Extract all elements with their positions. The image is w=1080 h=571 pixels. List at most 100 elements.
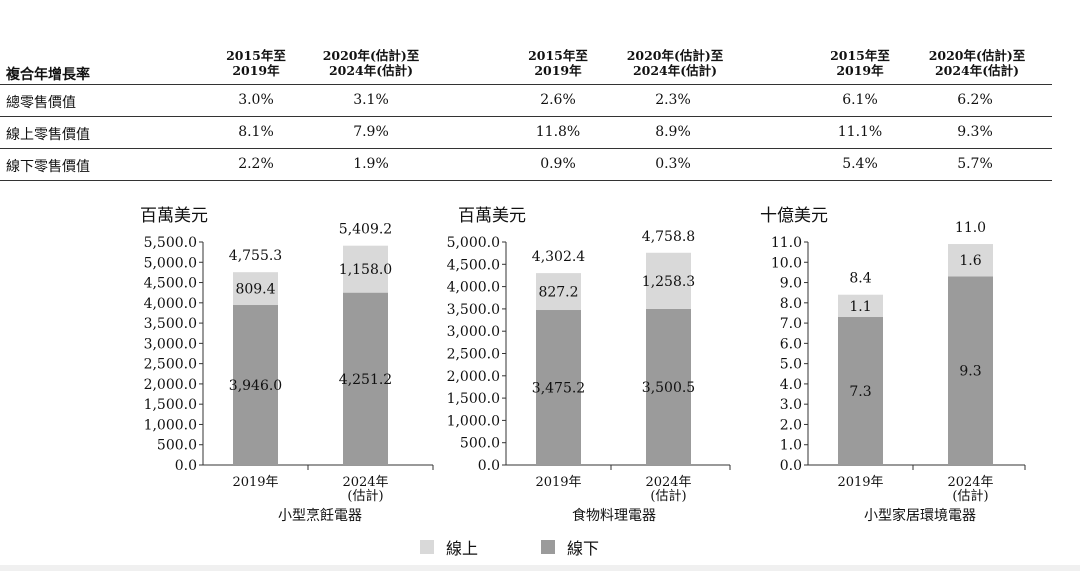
data-label-offline: 9.3 <box>959 364 981 380</box>
bar-online <box>948 244 993 277</box>
y-tick-label: 2,500.0 <box>144 357 197 373</box>
data-label-offline: 4,251.2 <box>339 372 392 388</box>
x-tick-label: (估計) <box>952 488 988 504</box>
bar-offline <box>948 276 993 465</box>
y-tick-label: 500.0 <box>460 436 500 452</box>
data-label-total: 8.4 <box>849 271 871 287</box>
y-tick-label: 6.0 <box>780 336 802 352</box>
data-label-total: 4,758.8 <box>642 229 695 245</box>
y-tick-label: 1.0 <box>780 438 802 454</box>
table-cell: 2.2% <box>238 156 274 172</box>
table-cell: 2.6% <box>540 92 576 108</box>
bar-online <box>343 245 388 293</box>
bar-offline <box>838 317 883 465</box>
y-tick-label: 5.0 <box>780 357 802 373</box>
table-cell: 6.1% <box>842 92 878 108</box>
y-tick-label: 8.0 <box>780 296 802 312</box>
header-period-2-group-2: 2020年(估計)至 2024年(估計) <box>626 48 724 78</box>
bar-offline <box>646 308 691 465</box>
data-label-total: 5,409.2 <box>339 222 392 238</box>
y-tick-label: 4,000.0 <box>144 296 197 312</box>
table-cell: 0.3% <box>655 156 691 172</box>
y-tick-label: 500.0 <box>157 438 197 454</box>
data-label-online: 1.1 <box>849 299 871 315</box>
data-label-offline: 7.3 <box>849 384 871 400</box>
y-tick-label: 3.0 <box>780 397 802 413</box>
legend-online-swatch <box>420 540 434 554</box>
bar-online <box>646 252 691 309</box>
chart-title: 小型家居環境電器 <box>864 507 976 524</box>
y-tick-label: 4,500.0 <box>447 257 500 273</box>
bar-online <box>233 272 278 306</box>
header-period-2-group-3: 2020年(估計)至 2024年(估計) <box>928 48 1026 78</box>
y-tick-label: 2.0 <box>780 417 802 433</box>
y-tick-label: 1,500.0 <box>447 391 500 407</box>
bar-online <box>838 294 883 318</box>
legend-offline-swatch <box>541 540 555 554</box>
y-tick-label: 3,000.0 <box>447 324 500 340</box>
data-label-offline: 3,946.0 <box>229 378 282 394</box>
data-label-total: 4,302.4 <box>532 249 586 265</box>
data-label-online: 1,258.3 <box>642 274 695 290</box>
table-cell: 8.1% <box>238 124 274 140</box>
y-tick-label: 1,000.0 <box>447 413 500 429</box>
table-cell: 5.7% <box>957 156 993 172</box>
y-tick-label: 3,500.0 <box>447 302 500 318</box>
y-tick-label: 3,500.0 <box>144 316 197 332</box>
table-rule <box>0 148 1052 149</box>
y-tick-label: 2,500.0 <box>447 347 500 363</box>
y-tick-label: 5,500.0 <box>144 235 197 251</box>
y-tick-label: 11.0 <box>771 235 802 251</box>
data-label-total: 4,755.3 <box>229 248 282 264</box>
x-tick-label: 2024年 <box>947 475 993 490</box>
chart-title: 小型烹飪電器 <box>278 507 362 524</box>
y-tick-label: 2,000.0 <box>447 369 500 385</box>
table-cell: 11.1% <box>837 124 883 140</box>
y-tick-label: 0.0 <box>780 458 802 474</box>
y-tick-label: 4.0 <box>780 377 802 393</box>
data-label-online: 1,158.0 <box>339 262 392 278</box>
header-period-1-group-1: 2015年至 2019年 <box>226 48 286 78</box>
table-cell: 7.9% <box>353 124 389 140</box>
table-cell: 9.3% <box>957 124 993 140</box>
table-rule <box>0 180 1052 181</box>
data-label-online: 809.4 <box>235 282 275 298</box>
legend-online-label: 線上 <box>446 539 479 558</box>
bar-offline <box>233 305 278 465</box>
header-period-2-group-1: 2020年(估計)至 2024年(估計) <box>322 48 420 78</box>
y-tick-label: 4,000.0 <box>447 280 500 296</box>
y-tick-label: 0.0 <box>478 458 500 474</box>
legend-offline: 線下 <box>541 535 599 559</box>
charts-area: 百萬美元 5,500.0 5,000.0 4,500.0 4,000.0 3,500.0 3… <box>140 206 1026 524</box>
x-tick-label: (估計) <box>347 488 383 504</box>
table-cell: 11.8% <box>535 124 581 140</box>
row-label-offline: 線下零售價值 <box>6 159 90 175</box>
data-label-online: 1.6 <box>959 253 981 269</box>
chart-unit-label: 百萬美元 <box>458 206 526 226</box>
data-label-offline: 3,500.5 <box>642 380 695 396</box>
table-title: 複合年增長率 <box>6 67 90 83</box>
y-tick-label: 0.0 <box>175 458 197 474</box>
y-tick-label: 4,500.0 <box>144 276 197 292</box>
y-tick-label: 3,000.0 <box>144 336 197 352</box>
legend-online: 線上 <box>420 535 478 559</box>
bar-offline <box>536 310 581 465</box>
x-tick-label: 2019年 <box>232 475 278 490</box>
y-tick-label: 10.0 <box>771 255 802 271</box>
y-tick-label: 1,500.0 <box>144 397 197 413</box>
y-tick-label: 9.0 <box>780 276 802 292</box>
data-label-total: 11.0 <box>955 220 986 236</box>
header-period-1-group-2: 2015年至 2019年 <box>528 48 588 78</box>
chart-title: 食物料理電器 <box>572 507 656 524</box>
data-label-online: 827.2 <box>538 285 578 301</box>
x-tick-label: 2024年 <box>342 475 388 490</box>
table-cell: 3.0% <box>238 92 274 108</box>
row-label-online: 線上零售價值 <box>6 127 90 143</box>
row-label-total: 總零售價值 <box>6 95 76 111</box>
footer-bar <box>0 565 1080 571</box>
y-tick-label: 5,000.0 <box>144 255 197 271</box>
x-tick-label: 2024年 <box>645 475 691 490</box>
table-cell: 1.9% <box>353 156 389 172</box>
table-cell: 6.2% <box>957 92 993 108</box>
bar-offline <box>343 292 388 465</box>
